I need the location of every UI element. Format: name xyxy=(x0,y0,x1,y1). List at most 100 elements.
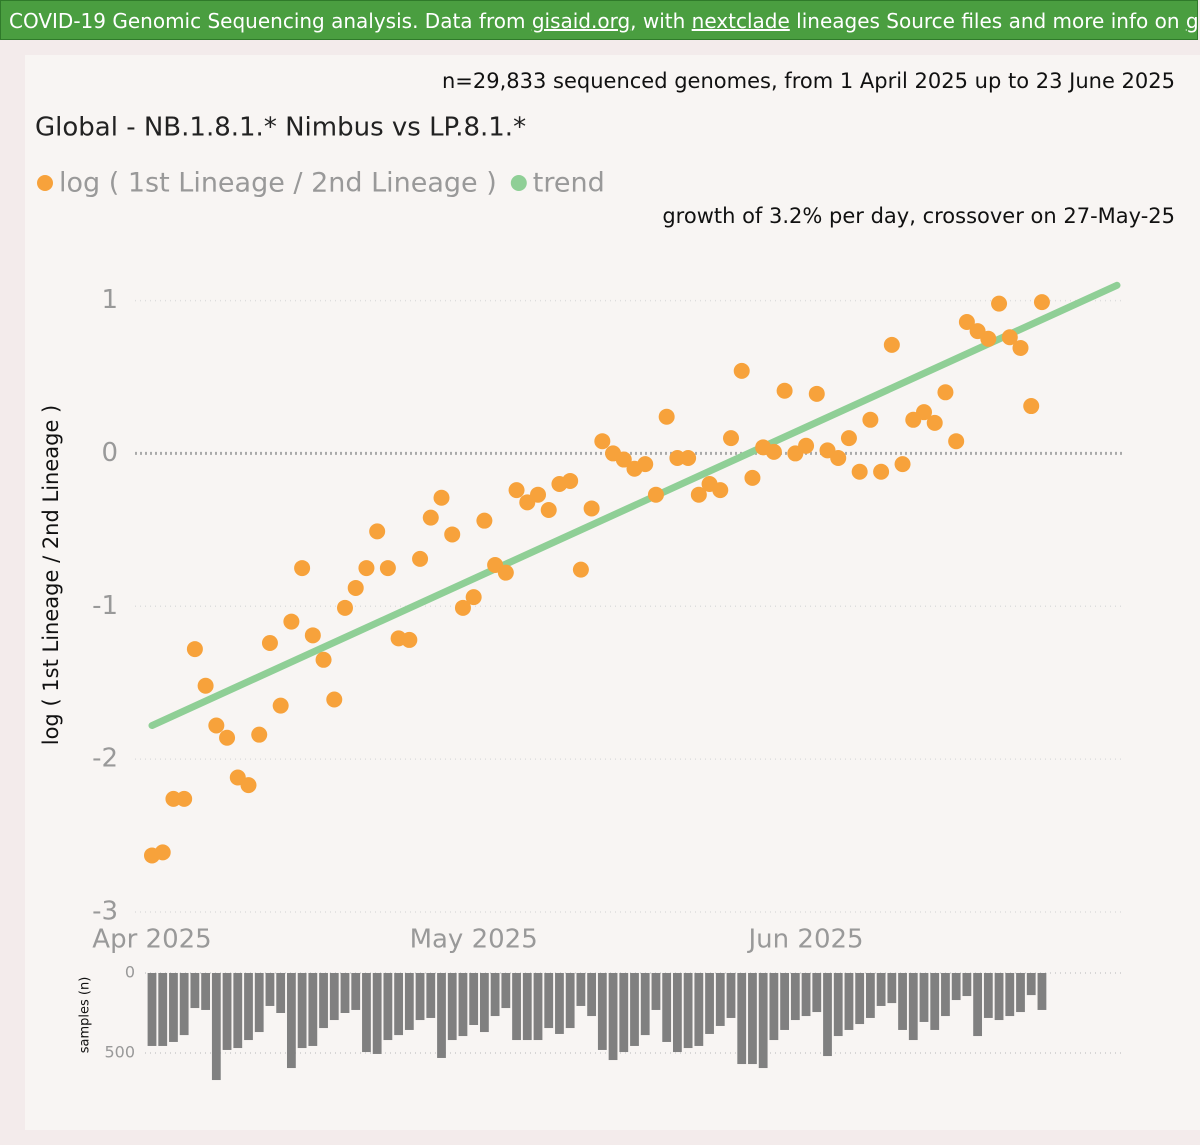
bar xyxy=(329,973,339,1021)
bar xyxy=(286,973,296,1069)
point xyxy=(991,295,1008,312)
bar xyxy=(630,973,639,1046)
subtitle: n=29,833 sequenced genomes, from 1 April… xyxy=(442,69,1175,93)
point xyxy=(562,472,579,489)
link[interactable]: gisaid.org xyxy=(531,9,631,33)
bar xyxy=(1016,973,1025,1013)
bar xyxy=(608,973,618,1061)
bar xyxy=(190,973,200,1009)
bar xyxy=(672,973,682,1053)
bar xyxy=(662,973,672,1042)
point xyxy=(379,560,396,577)
bar xyxy=(1037,973,1047,1010)
point xyxy=(883,336,900,353)
point xyxy=(873,463,890,480)
bar xyxy=(501,973,511,1009)
bar xyxy=(651,973,661,1010)
bar xyxy=(1005,973,1015,1017)
bar xyxy=(426,973,436,1018)
bar xyxy=(748,973,757,1065)
point xyxy=(830,450,847,467)
bar xyxy=(908,973,918,1041)
bar xyxy=(640,973,650,1036)
bar xyxy=(823,973,832,1057)
point xyxy=(176,790,193,807)
x-tick-label: Apr 2025 xyxy=(92,925,211,955)
point xyxy=(851,463,868,480)
bar xyxy=(233,973,243,1049)
bar xyxy=(973,973,983,1037)
point xyxy=(776,382,793,399)
bar xyxy=(565,973,575,1029)
point xyxy=(465,589,482,606)
panel xyxy=(25,55,1200,1130)
bar xyxy=(158,973,168,1046)
header-bar: COVID-19 Genomic Sequencing analysis. Da… xyxy=(0,0,1198,40)
point xyxy=(840,430,857,447)
bar xyxy=(490,973,500,1017)
bar xyxy=(522,973,532,1041)
bar xyxy=(898,973,907,1030)
bar xyxy=(479,973,489,1033)
bar xyxy=(1026,973,1036,996)
bar xyxy=(544,973,554,1029)
link[interactable]: github xyxy=(1185,9,1198,33)
bar xyxy=(340,973,350,1013)
bar xyxy=(319,973,328,1029)
point xyxy=(261,634,278,651)
point xyxy=(208,717,225,734)
bar xyxy=(555,973,564,1034)
bar xyxy=(437,973,446,1058)
bar xyxy=(865,973,875,1018)
bar xyxy=(887,973,897,1004)
point xyxy=(958,313,975,330)
bar xyxy=(683,973,693,1049)
point xyxy=(980,330,997,347)
point xyxy=(926,414,943,431)
point xyxy=(658,408,675,425)
point xyxy=(412,550,429,567)
y-tick-label: -1 xyxy=(92,591,118,621)
x-tick-label: May 2025 xyxy=(410,925,538,955)
point xyxy=(240,777,257,794)
y-tick-label: 0 xyxy=(125,963,135,982)
bar xyxy=(994,973,1004,1021)
bar xyxy=(790,973,800,1021)
annotation: growth of 3.2% per day, crossover on 27-… xyxy=(662,204,1175,228)
bar xyxy=(855,973,865,1025)
legend-label: trend xyxy=(533,168,605,199)
point xyxy=(444,526,461,543)
bar xyxy=(983,973,993,1018)
point xyxy=(712,482,729,499)
bar xyxy=(308,973,318,1046)
bar xyxy=(597,973,607,1050)
bar xyxy=(297,973,307,1049)
bar xyxy=(801,973,811,1017)
bar xyxy=(769,973,779,1041)
chart-title: Global - NB.1.8.1.* Nimbus vs LP.8.1.* xyxy=(35,113,526,143)
link[interactable]: nextclade xyxy=(691,9,790,33)
header-text: COVID-19 Genomic Sequencing analysis. Da… xyxy=(9,9,532,33)
point xyxy=(326,691,343,708)
legend-swatch xyxy=(37,175,53,191)
point xyxy=(401,631,418,648)
point xyxy=(1023,398,1040,415)
point xyxy=(294,560,311,577)
bar xyxy=(780,973,790,1030)
bar xyxy=(833,973,843,1037)
bar xyxy=(705,973,714,1034)
point xyxy=(315,651,332,668)
point xyxy=(476,512,493,529)
point xyxy=(251,726,268,743)
x-tick-label: Jun 2025 xyxy=(747,925,864,955)
bar xyxy=(383,973,393,1041)
bar xyxy=(362,973,371,1053)
point xyxy=(272,697,289,714)
y-tick-label: 500 xyxy=(104,1043,135,1062)
bar xyxy=(351,973,361,1010)
y-axis-label: log ( 1st Lineage / 2nd Lineage ) xyxy=(39,405,63,746)
bar xyxy=(265,973,275,1006)
bar xyxy=(876,973,886,1006)
